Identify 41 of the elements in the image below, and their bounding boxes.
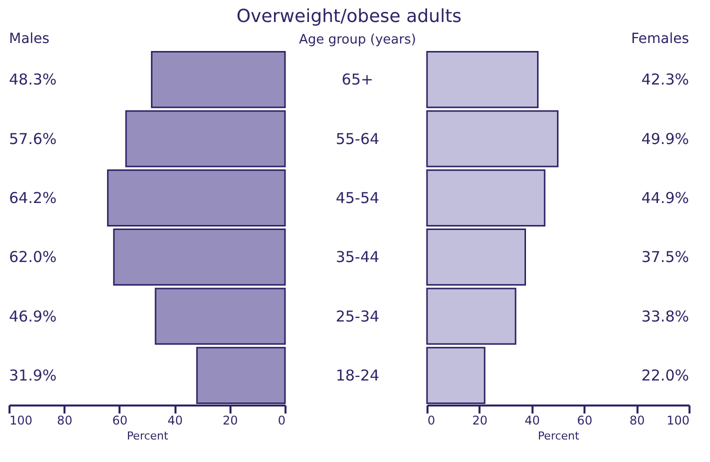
text: Females xyxy=(631,31,689,47)
bar xyxy=(154,288,286,345)
data-label: 33.8% xyxy=(641,307,689,326)
x-tick-label: 80 xyxy=(57,414,72,428)
bar xyxy=(113,228,286,286)
x-tick-label: 100 xyxy=(10,414,32,428)
bar xyxy=(125,110,286,168)
data-label: 64.2% xyxy=(9,188,57,207)
y-tick-label: 55-64 xyxy=(336,130,380,148)
bar xyxy=(150,51,286,108)
data-label: 62.0% xyxy=(9,248,57,266)
y-tick-label: 35-44 xyxy=(336,248,380,266)
data-label: 44.9% xyxy=(641,188,689,207)
x-tick-label: 40 xyxy=(167,414,183,428)
x-tick-label: 60 xyxy=(577,414,592,428)
x-tick-label: 0 xyxy=(428,414,436,428)
data-label: 37.5% xyxy=(641,248,689,266)
y-tick-label: 65+ xyxy=(342,70,374,89)
y-tick-label: 18-24 xyxy=(336,366,380,384)
x-tick-label: 20 xyxy=(222,414,238,428)
y-tick-label: 25-34 xyxy=(336,307,380,326)
x-tick-label: 40 xyxy=(524,414,540,428)
x-tick-label: 20 xyxy=(472,414,488,428)
data-label: 57.6% xyxy=(9,130,57,148)
text: Overweight/obese adults xyxy=(236,6,462,27)
x-tick-label: 60 xyxy=(112,414,128,428)
data-label: 31.9% xyxy=(9,366,57,384)
x-axis-title: Percent xyxy=(538,430,580,442)
data-label: 22.0% xyxy=(641,366,689,384)
x-axis-title: Percent xyxy=(126,430,169,442)
data-label: 49.9% xyxy=(641,130,689,148)
data-label: 48.3% xyxy=(9,70,57,89)
x-tick-label: 80 xyxy=(629,414,645,428)
data-label: 46.9% xyxy=(9,307,57,326)
x-tick-label: 0 xyxy=(278,414,286,428)
bar xyxy=(107,169,286,226)
x-tick-label: 100 xyxy=(666,414,690,428)
data-label: 42.3% xyxy=(641,70,689,89)
text: Males xyxy=(9,31,50,47)
y-tick-label: 45-54 xyxy=(336,188,380,207)
y-axis-title: Age group (years) xyxy=(298,32,416,48)
